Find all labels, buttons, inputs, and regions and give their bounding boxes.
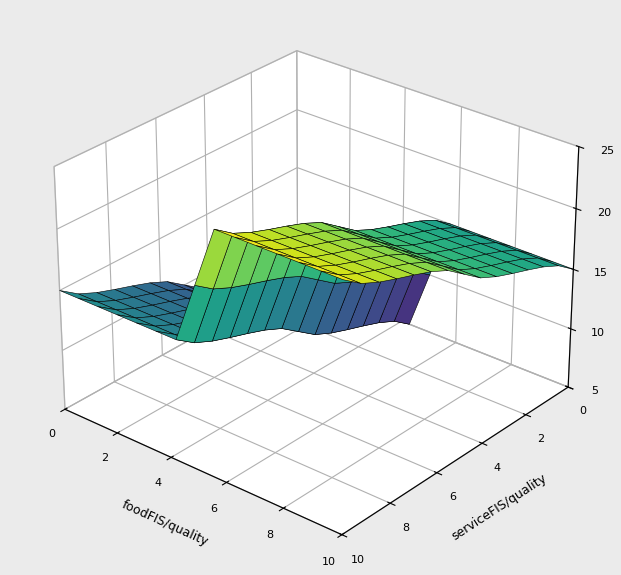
Y-axis label: serviceFIS/quality: serviceFIS/quality <box>449 472 549 543</box>
X-axis label: foodFIS/quality: foodFIS/quality <box>120 498 211 548</box>
